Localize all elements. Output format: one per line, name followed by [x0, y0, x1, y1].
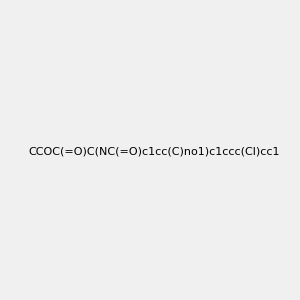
Text: CCOC(=O)C(NC(=O)c1cc(C)no1)c1ccc(Cl)cc1: CCOC(=O)C(NC(=O)c1cc(C)no1)c1ccc(Cl)cc1 [28, 146, 280, 157]
